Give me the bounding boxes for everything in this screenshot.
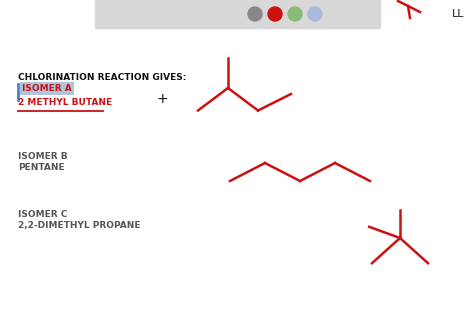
Text: ISOMER B: ISOMER B [18, 152, 68, 161]
Bar [95, 0, 380, 28]
Text: 2 METHYL BUTANE: 2 METHYL BUTANE [18, 98, 112, 107]
Circle shape [248, 7, 262, 21]
Text: ISOMER C: ISOMER C [18, 210, 67, 219]
Circle shape [308, 7, 322, 21]
Text: 2,2-DIMETHYL PROPANE: 2,2-DIMETHYL PROPANE [18, 221, 140, 230]
Circle shape [288, 7, 302, 21]
Text: ISOMER A: ISOMER A [22, 84, 72, 93]
Text: PENTANE: PENTANE [18, 163, 64, 172]
Text: CHLORINATION REACTION GIVES:: CHLORINATION REACTION GIVES: [18, 73, 186, 82]
Text: LL: LL [452, 9, 465, 19]
Circle shape [268, 7, 282, 21]
Text: +: + [156, 92, 168, 106]
